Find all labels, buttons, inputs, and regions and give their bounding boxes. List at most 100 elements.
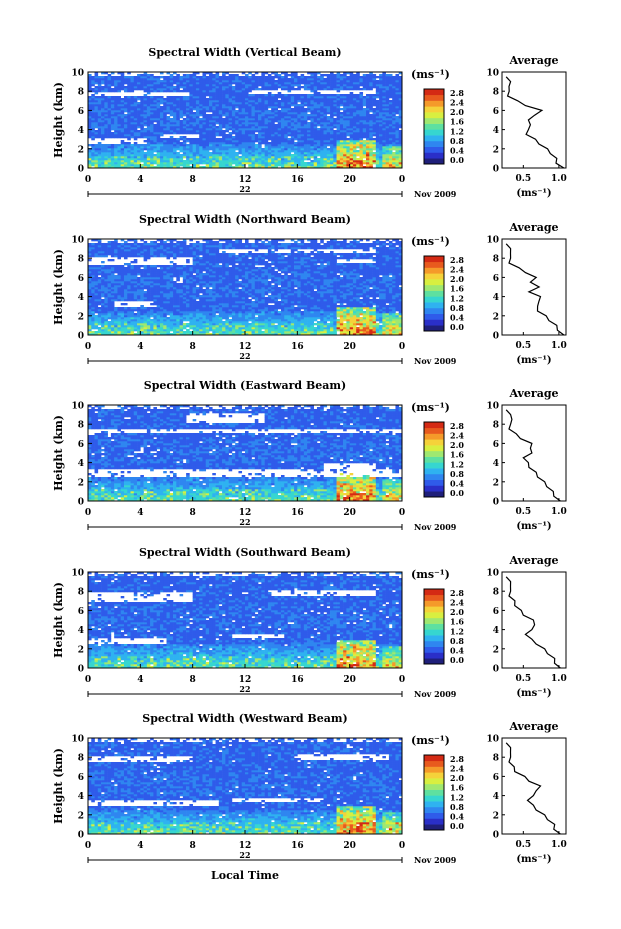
- average-title: Average: [508, 221, 558, 234]
- x-tick-label: 0: [85, 508, 91, 518]
- colorbar-segment: [424, 106, 444, 113]
- x-tick-label: 8: [190, 841, 196, 851]
- y-tick-label: 0: [78, 498, 84, 508]
- colorbar-frame: [423, 754, 445, 831]
- x-tick-label: 16: [291, 342, 304, 352]
- colorbar-segment: [424, 772, 444, 779]
- x-tick-label: 8: [190, 342, 196, 352]
- average-x-label: (ms⁻¹): [516, 188, 551, 199]
- colorbar-tick-label: 2.0: [450, 274, 464, 284]
- colorbar-unit: (ms⁻¹): [411, 235, 450, 248]
- y-tick-label: 4: [78, 792, 84, 802]
- colorbar-segment: [424, 812, 444, 819]
- colorbar-unit: (ms⁻¹): [411, 401, 450, 414]
- colorbar-unit: (ms⁻¹): [411, 734, 450, 747]
- average-y-tick-label: 10: [486, 569, 499, 579]
- y-tick-label: 8: [78, 255, 84, 265]
- average-frame: [501, 737, 567, 835]
- panel-title: Spectral Width (Eastward Beam): [144, 379, 346, 392]
- colorbar-segment: [424, 94, 444, 101]
- colorbar-segment: [424, 652, 444, 659]
- colorbar-tick-label: 1.6: [450, 783, 464, 793]
- panel-2: Spectral Width (Northward Beam) 0 2 4 6 8 10 He…: [52, 213, 567, 366]
- average-y-tick-label: 4: [493, 626, 499, 636]
- x-tick-label: 0: [85, 342, 91, 352]
- average-title: Average: [508, 554, 558, 567]
- average-title: Average: [508, 387, 558, 400]
- colorbar: [424, 256, 444, 332]
- colorbar-segment: [424, 313, 444, 320]
- colorbar-segment: [424, 479, 444, 486]
- colorbar-segment: [424, 789, 444, 796]
- average-frame: [501, 571, 567, 669]
- average-x-tick-label: 1.0: [551, 507, 567, 517]
- x-tick-label: 0: [85, 841, 91, 851]
- heatmap-cells: [88, 72, 403, 169]
- colorbar-tick-label: 0.8: [450, 303, 464, 313]
- average-y-tick-label: 2: [493, 811, 499, 821]
- colorbar-tick-label: 0.0: [450, 821, 464, 831]
- colorbar-segment: [424, 766, 444, 773]
- panel-1: Spectral Width (Vertical Beam) 0 2 4 6 8 10 Hei…: [52, 46, 567, 199]
- y-tick-label: 8: [78, 588, 84, 598]
- colorbar-tick-label: 0.4: [450, 145, 464, 155]
- average-x-tick-label: 0.5: [515, 840, 531, 850]
- colorbar-tick-label: 1.2: [450, 792, 464, 802]
- colorbar-segment: [424, 422, 444, 429]
- day-label: 22: [239, 351, 250, 361]
- colorbar-tick-label: 0.0: [450, 655, 464, 665]
- colorbar: [424, 755, 444, 831]
- panel-3: Spectral Width (Eastward Beam) 0 2 4 6 8 10 Hei…: [52, 379, 567, 532]
- colorbar-tick-label: 1.6: [450, 284, 464, 294]
- colorbar-segment: [424, 755, 444, 762]
- panel-title: Spectral Width (Northward Beam): [139, 213, 351, 226]
- colorbar-segment: [424, 824, 444, 831]
- x-tick-label: 12: [239, 675, 252, 685]
- colorbar-tick-label: 1.6: [450, 617, 464, 627]
- x-tick-label: 20: [343, 175, 356, 185]
- colorbar-tick-label: 0.4: [450, 811, 464, 821]
- colorbar-segment: [424, 89, 444, 96]
- panel-title: Spectral Width (Vertical Beam): [148, 46, 341, 59]
- average-frame: [501, 71, 567, 169]
- y-tick-label: 0: [78, 831, 84, 841]
- average-y-tick-label: 0: [493, 831, 499, 841]
- average-title: Average: [508, 54, 558, 67]
- y-tick-label: 2: [78, 811, 84, 821]
- average-y-tick-label: 10: [486, 402, 499, 412]
- colorbar-segment: [424, 456, 444, 463]
- panel-title: Spectral Width (Westward Beam): [142, 712, 347, 725]
- colorbar-segment: [424, 600, 444, 607]
- colorbar-segment: [424, 267, 444, 274]
- colorbar-segment: [424, 439, 444, 446]
- y-tick-label: 4: [78, 459, 84, 469]
- average-y-tick-label: 2: [493, 645, 499, 655]
- x-tick-label: 20: [343, 508, 356, 518]
- average-profile-line: [505, 409, 561, 502]
- y-tick-label: 2: [78, 645, 84, 655]
- colorbar-segment: [424, 325, 444, 332]
- average-y-tick-label: 0: [493, 332, 499, 342]
- y-tick-label: 6: [78, 607, 84, 617]
- colorbar-segment: [424, 801, 444, 808]
- colorbar-unit: (ms⁻¹): [411, 68, 450, 81]
- colorbar-segment: [424, 623, 444, 630]
- colorbar-segment: [424, 612, 444, 619]
- average-x-label: (ms⁻¹): [516, 521, 551, 532]
- colorbar-frame: [423, 88, 445, 165]
- colorbar-tick-label: 0.8: [450, 469, 464, 479]
- colorbar-segment: [424, 589, 444, 596]
- colorbar-tick-label: 2.0: [450, 440, 464, 450]
- average-y-tick-label: 6: [493, 773, 499, 783]
- colorbar-tick-label: 2.4: [450, 265, 464, 275]
- average-y-tick-label: 0: [493, 498, 499, 508]
- colorbar-segment: [424, 261, 444, 268]
- y-tick-label: 10: [71, 236, 84, 246]
- colorbar-segment: [424, 450, 444, 457]
- y-axis-label: Height (km): [52, 82, 65, 158]
- y-tick-label: 10: [71, 735, 84, 745]
- y-tick-label: 8: [78, 421, 84, 431]
- average-x-tick-label: 1.0: [551, 674, 567, 684]
- colorbar-segment: [424, 273, 444, 280]
- x-tick-label: 20: [343, 342, 356, 352]
